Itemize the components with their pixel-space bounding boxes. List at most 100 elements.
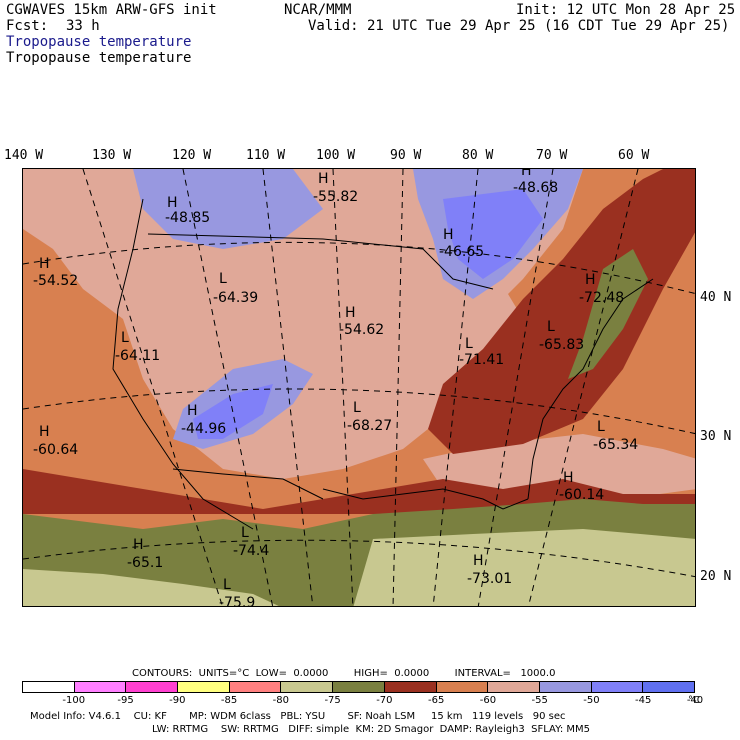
colorbar-swatch xyxy=(74,682,127,692)
forecast-label: Fcst: xyxy=(6,18,49,34)
lon-line-70w xyxy=(477,169,554,606)
init-time: Init: 12 UTC Mon 28 Apr 25 xyxy=(516,2,736,18)
colorbar-swatch xyxy=(643,682,694,692)
map-label-value: -60.64 xyxy=(33,442,78,458)
lon-label-80w: 80 W xyxy=(462,148,494,163)
model-info-line2: LW: RRTMG SW: RRTMG DIFF: simple KM: 2D … xyxy=(152,724,591,735)
map-label-type: L xyxy=(223,577,231,593)
map-label-value: -54.52 xyxy=(33,273,78,289)
model-info-line1: Model Info: V4.6.1 CU: KF MP: WDM 6class… xyxy=(30,711,566,722)
colorbar-tick-label: -90 xyxy=(169,695,186,706)
extrema-labels: H -48.85 H -55.82 H -48.68 H -46.65 H -5… xyxy=(33,169,638,607)
lon-line-60w xyxy=(527,169,639,606)
colorbar-tick-label: -95 xyxy=(117,695,134,706)
map-label-type: L xyxy=(547,319,555,335)
contour-interval: INTERVAL= 1000.0 xyxy=(454,668,556,679)
map-label-type: H xyxy=(39,256,50,272)
map-label-type: H xyxy=(167,195,178,211)
map-label-type: L xyxy=(219,271,227,287)
west-coast xyxy=(112,198,254,530)
graticule xyxy=(23,169,695,606)
lon-label-60w: 60 W xyxy=(618,148,650,163)
map-label-type: H xyxy=(187,403,198,419)
map-label-value: -48.85 xyxy=(165,210,210,226)
map-label-value: -44.96 xyxy=(181,421,226,437)
border-canada xyxy=(147,233,494,290)
lon-label-120w: 120 W xyxy=(172,148,212,163)
map-label-type: H xyxy=(345,305,356,321)
lat-label-20n: 20 N xyxy=(700,569,732,584)
map-label-type: H xyxy=(521,169,532,179)
forecast-hour: 33 h xyxy=(66,18,100,34)
colorbar-swatch xyxy=(436,682,489,692)
map-label-value: -65.83 xyxy=(539,337,584,353)
colorbar-swatch xyxy=(591,682,644,692)
map-label-type: L xyxy=(241,525,249,541)
east-coast xyxy=(527,278,654,500)
coastlines xyxy=(112,198,654,530)
lon-line-80w xyxy=(432,169,479,606)
org-label: NCAR/MMM xyxy=(284,2,352,18)
colorbar-tick-label: -40 xyxy=(686,695,704,706)
lon-label-110w: 110 W xyxy=(246,148,286,163)
field-green-ne xyxy=(568,249,648,379)
gulf-coast xyxy=(322,488,529,510)
colorbar-tick-label: -75 xyxy=(324,695,341,706)
map-label-value: -55.82 xyxy=(313,189,358,205)
colorbar-swatch xyxy=(384,682,437,692)
contour-low: LOW= 0.0000 xyxy=(255,668,329,679)
color-scale-bar xyxy=(22,681,695,693)
model-title: CGWAVES 15km ARW-GFS init xyxy=(6,2,217,18)
field-title-secondary: Tropopause temperature xyxy=(6,50,192,66)
colorbar-swatch xyxy=(126,682,179,692)
map-label-value: -46.65 xyxy=(439,244,484,260)
field-khaki-se xyxy=(353,529,695,606)
colorbar-tick-label: -65 xyxy=(427,695,445,706)
colorbar-swatch xyxy=(333,682,385,692)
field-pink-south xyxy=(423,434,695,499)
map-label-value: -68.27 xyxy=(347,418,392,434)
map-label-type: H xyxy=(473,553,484,569)
map-label-type: L xyxy=(465,336,473,352)
map-label-type: H xyxy=(563,470,574,486)
map-label-type: L xyxy=(597,419,605,435)
map-label-value: -65.34 xyxy=(593,437,638,453)
field-darkred-east xyxy=(428,169,695,454)
colorbar-swatch xyxy=(281,682,334,692)
colorbar-swatch xyxy=(539,682,592,692)
contour-high: HIGH= 0.0000 xyxy=(353,668,430,679)
lon-label-130w: 130 W xyxy=(92,148,132,163)
field-title-primary: Tropopause temperature xyxy=(6,34,192,50)
valid-time: Valid: 21 UTC Tue 29 Apr 25 (16 CDT Tue … xyxy=(308,18,730,34)
colorbar-tick-label: -50 xyxy=(583,695,600,706)
colorbar-tick-label: -60 xyxy=(479,695,497,706)
map-label-value: -72.48 xyxy=(579,290,624,306)
field-darkred-south xyxy=(23,469,695,514)
colorbar-tick-label: -70 xyxy=(376,695,393,706)
border-mexico xyxy=(172,468,324,500)
tropopause-temperature-map: H -48.85 H -55.82 H -48.68 H -46.65 H -5… xyxy=(22,168,696,607)
map-label-value: -74.4 xyxy=(233,543,269,559)
lon-label-70w: 70 W xyxy=(536,148,568,163)
lat-label-40n: 40 N xyxy=(700,290,732,305)
colorbar-swatch xyxy=(178,682,230,692)
lon-line-90w xyxy=(392,169,404,606)
map-label-type: L xyxy=(353,400,361,416)
map-label-value: -65.1 xyxy=(127,555,163,571)
contour-label: CONTOURS: xyxy=(132,668,193,679)
contour-units: UNITS=°C xyxy=(198,668,250,679)
map-label-value: -60.14 xyxy=(559,487,604,503)
map-label-value: -75.9 xyxy=(219,595,255,607)
map-label-type: H xyxy=(39,424,50,440)
map-label-value: -71.41 xyxy=(459,352,504,368)
field-khaki-sw xyxy=(23,569,279,606)
colorbar-tick-label: -85 xyxy=(220,695,238,706)
map-label-type: H xyxy=(318,171,329,187)
colorbar-swatch xyxy=(23,682,75,692)
colorbar-tick-label: -100 xyxy=(62,695,86,706)
map-label-value: -64.39 xyxy=(213,290,258,306)
map-label-value: -48.68 xyxy=(513,180,558,196)
map-label-type: H xyxy=(443,227,454,243)
map-canvas: H -48.85 H -55.82 H -48.68 H -46.65 H -5… xyxy=(23,169,695,607)
map-label-value: -54.62 xyxy=(339,322,384,338)
